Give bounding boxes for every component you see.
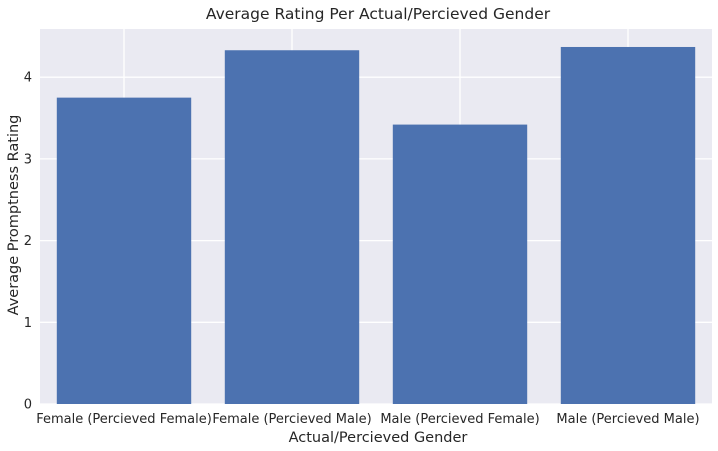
bar bbox=[392, 124, 528, 405]
y-tick-label: 0 bbox=[24, 398, 32, 413]
y-tick-label: 2 bbox=[24, 234, 32, 249]
bar bbox=[560, 46, 696, 405]
bars bbox=[56, 46, 696, 405]
chart-title: Average Rating Per Actual/Percieved Gend… bbox=[206, 5, 551, 23]
y-tick-labels: 0 1 2 3 4 bbox=[24, 71, 32, 413]
y-axis-title: Average Promptness Rating bbox=[6, 115, 22, 316]
x-tick-label: Male (Percieved Female) bbox=[380, 412, 539, 427]
x-tick-label: Male (Percieved Male) bbox=[556, 412, 699, 427]
bar bbox=[224, 50, 360, 405]
y-tick-label: 3 bbox=[24, 152, 32, 167]
bar bbox=[56, 97, 192, 405]
x-tick-label: Female (Percieved Male) bbox=[212, 412, 371, 427]
y-tick-label: 1 bbox=[24, 316, 32, 331]
x-tick-label: Female (Percieved Female) bbox=[36, 412, 212, 427]
y-tick-label: 4 bbox=[24, 71, 32, 86]
x-tick-labels: Female (Percieved Female) Female (Perciev… bbox=[36, 412, 699, 427]
x-axis-title: Actual/Percieved Gender bbox=[289, 430, 468, 446]
